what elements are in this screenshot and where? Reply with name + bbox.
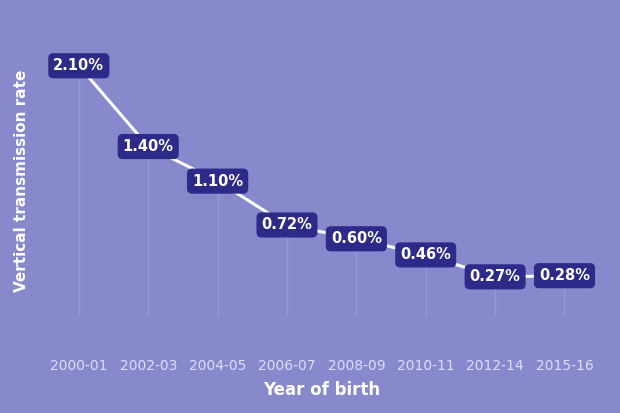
Text: 2.10%: 2.10% <box>53 58 104 73</box>
Text: 0.60%: 0.60% <box>331 231 382 246</box>
X-axis label: Year of birth: Year of birth <box>263 381 380 399</box>
Text: 0.46%: 0.46% <box>401 247 451 262</box>
Text: 0.72%: 0.72% <box>262 218 312 233</box>
Text: 0.28%: 0.28% <box>539 268 590 283</box>
Text: 1.40%: 1.40% <box>123 139 174 154</box>
Text: 0.27%: 0.27% <box>470 269 521 285</box>
Y-axis label: Vertical transmission rate: Vertical transmission rate <box>14 70 29 292</box>
Text: 1.10%: 1.10% <box>192 173 243 189</box>
